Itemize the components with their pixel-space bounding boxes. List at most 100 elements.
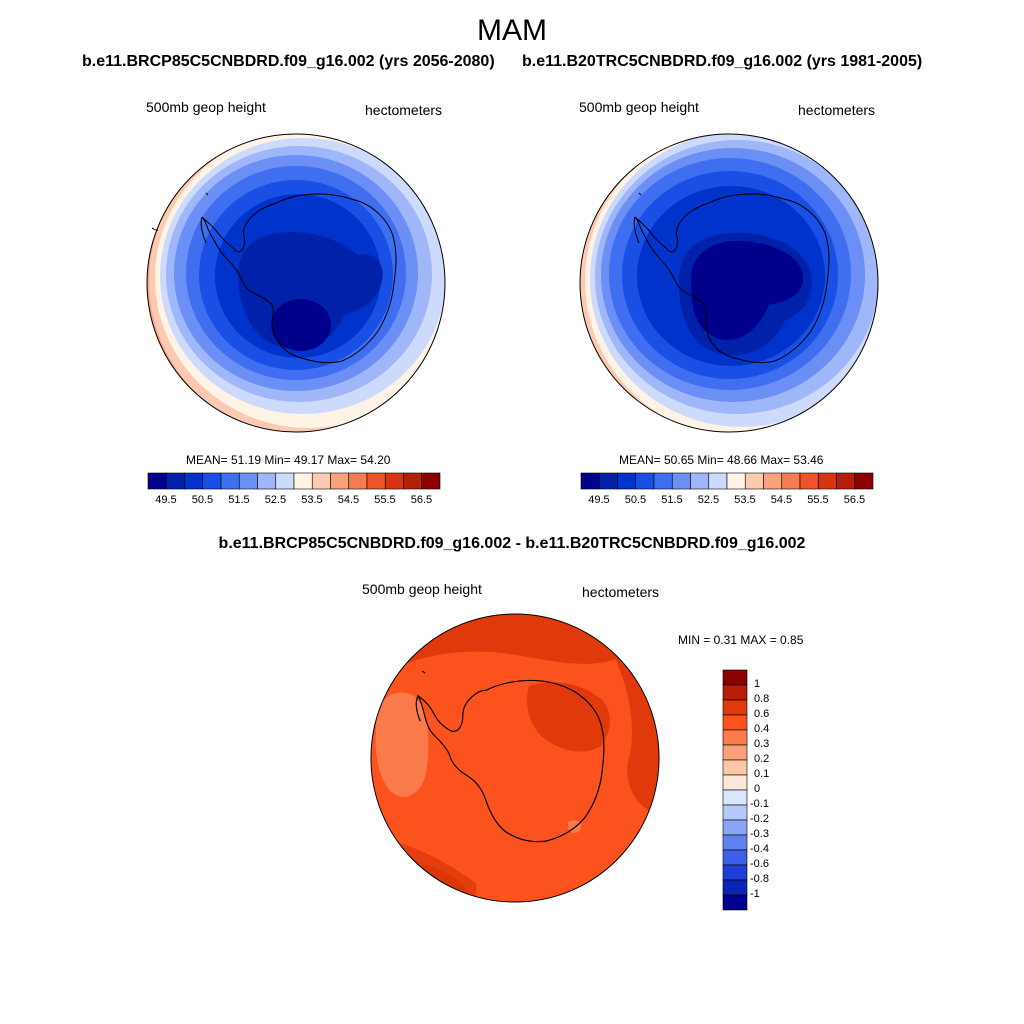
left-coastline bbox=[151, 192, 397, 364]
right-colorbar-swatch-8 bbox=[726, 472, 746, 490]
diff-colorbar-swatch-7 bbox=[722, 774, 748, 791]
panel-diff-title: b.e11.BRCP85C5CNBDRD.f09_g16.002 - b.e11… bbox=[218, 535, 806, 552]
right-colorbar-tick-label: 56.5 bbox=[843, 494, 866, 506]
left-colorbar-swatch-5 bbox=[238, 472, 258, 490]
diff-high-region-east bbox=[527, 682, 610, 752]
diff-colorbar-tick-label: 0.3 bbox=[754, 738, 770, 750]
diff-stats: MIN = 0.31 MAX = 0.85 bbox=[678, 633, 804, 647]
diff-colorbar-tick-label: 0.6 bbox=[754, 708, 770, 720]
diff-colorbar-swatch-5 bbox=[722, 744, 748, 761]
right-colorbar bbox=[580, 472, 874, 490]
left-colorbar-tick-label: 50.5 bbox=[191, 494, 214, 506]
left-colorbar-swatch-9 bbox=[311, 472, 331, 490]
panel-left-title: b.e11.BRCP85C5CNBDRD.f09_g16.002 (yrs 20… bbox=[82, 53, 495, 70]
diff-colorbar-swatch-8 bbox=[722, 789, 748, 806]
right-stats: MEAN= 50.65 Min= 48.66 Max= 53.46 bbox=[619, 453, 824, 467]
left-colorbar-swatch-8 bbox=[293, 472, 313, 490]
diff-colorbar-tick-label: -1 bbox=[750, 888, 760, 900]
left-variable-label: 500mb geop height bbox=[146, 99, 266, 115]
diff-colorbar-tick-label: 0.8 bbox=[754, 693, 770, 705]
right-colorbar-swatch-3 bbox=[635, 472, 655, 490]
diff-colorbar-swatch-1 bbox=[722, 684, 748, 701]
left-colorbar-swatch-1 bbox=[165, 472, 185, 490]
right-colorbar-swatch-2 bbox=[617, 472, 637, 490]
left-colorbar-ticks: 49.5 50.5 51.5 52.5 53.5 54.5 55.5 56.5 bbox=[148, 494, 440, 508]
right-colorbar-tick-label: 50.5 bbox=[624, 494, 647, 506]
right-map-field bbox=[580, 134, 878, 432]
diff-colorbar-swatch-15 bbox=[722, 894, 748, 911]
diff-colorbar-tick-label: 0.1 bbox=[754, 768, 770, 780]
left-stats: MEAN= 51.19 Min= 49.17 Max= 54.20 bbox=[186, 453, 391, 467]
panel-right-title: b.e11.B20TRC5CNBDRD.f09_g16.002 (yrs 198… bbox=[522, 53, 923, 70]
right-variable-label: 500mb geop height bbox=[579, 99, 699, 115]
left-colorbar bbox=[147, 472, 441, 490]
right-colorbar-swatch-11 bbox=[781, 472, 801, 490]
right-coastline bbox=[633, 192, 830, 364]
left-colorbar-tick-label: 53.5 bbox=[301, 494, 323, 506]
left-colorbar-swatch-12 bbox=[366, 472, 386, 490]
diff-colorbar-tick-label: 1 bbox=[754, 678, 761, 690]
diff-map-border bbox=[370, 613, 660, 903]
right-colorbar-swatch-7 bbox=[708, 472, 728, 490]
diff-colorbar-tick-label: -0.3 bbox=[750, 828, 769, 840]
left-colorbar-tick-label: 51.5 bbox=[228, 494, 250, 506]
left-colorbar-swatch-11 bbox=[348, 472, 368, 490]
diff-colorbar-tick-label: 0.4 bbox=[754, 723, 770, 735]
left-colorbar-swatch-0 bbox=[147, 472, 167, 490]
diff-colorbar-swatch-11 bbox=[722, 834, 748, 851]
right-map-border bbox=[579, 133, 879, 433]
right-colorbar-tick-label: 54.5 bbox=[770, 494, 793, 506]
right-colorbar-swatch-12 bbox=[799, 472, 819, 490]
right-colorbar-swatch-14 bbox=[836, 472, 856, 490]
diff-map bbox=[370, 613, 660, 903]
left-map-border bbox=[146, 133, 446, 433]
diff-colorbar-tick-label: 0.2 bbox=[754, 753, 770, 765]
left-colorbar-swatch-6 bbox=[257, 472, 277, 490]
diff-coastline bbox=[415, 670, 605, 843]
left-colorbar-tick-label: 54.5 bbox=[337, 494, 360, 506]
right-level-9 bbox=[690, 240, 803, 340]
left-colorbar-swatch-3 bbox=[202, 472, 222, 490]
diff-map-field bbox=[370, 613, 660, 903]
diff-colorbar-swatch-13 bbox=[722, 864, 748, 881]
right-units-label: hectometers bbox=[798, 102, 876, 118]
diff-colorbar-swatch-6 bbox=[722, 759, 748, 776]
left-colorbar-tick-label: 49.5 bbox=[155, 494, 177, 506]
diff-colorbar-swatch-2 bbox=[722, 699, 748, 716]
left-units-label: hectometers bbox=[365, 102, 443, 118]
diff-variable-label: 500mb geop height bbox=[362, 581, 482, 597]
left-colorbar-swatch-15 bbox=[421, 472, 441, 490]
diff-colorbar bbox=[722, 669, 748, 911]
right-colorbar-tick-label: 49.5 bbox=[588, 494, 610, 506]
right-colorbar-swatch-5 bbox=[671, 472, 691, 490]
diff-colorbar-swatch-3 bbox=[722, 714, 748, 731]
right-colorbar-swatch-10 bbox=[763, 472, 783, 490]
diff-colorbar-ticks: 1 0.8 0.6 0.4 0.3 0.2 0.1 0 -0.1 -0.2 -0.3 -0.4 -0.6… bbox=[750, 670, 802, 910]
diff-colorbar-tick-label: -0.6 bbox=[750, 858, 769, 870]
diff-colorbar-tick-label: -0.8 bbox=[750, 873, 769, 885]
right-colorbar-tick-label: 51.5 bbox=[661, 494, 683, 506]
diff-colorbar-swatch-12 bbox=[722, 849, 748, 866]
right-colorbar-swatch-6 bbox=[690, 472, 710, 490]
left-colorbar-tick-label: 52.5 bbox=[264, 494, 287, 506]
right-colorbar-swatch-0 bbox=[580, 472, 600, 490]
diff-colorbar-tick-label: 0 bbox=[754, 783, 761, 795]
left-map bbox=[146, 133, 446, 433]
diff-colorbar-tick-label: -0.2 bbox=[750, 813, 769, 825]
left-map-field bbox=[147, 134, 445, 432]
diff-colorbar-swatch-4 bbox=[722, 729, 748, 746]
right-colorbar-swatch-9 bbox=[744, 472, 764, 490]
right-colorbar-swatch-4 bbox=[653, 472, 673, 490]
diff-colorbar-swatch-9 bbox=[722, 804, 748, 821]
right-colorbar-swatch-1 bbox=[598, 472, 618, 490]
left-colorbar-swatch-10 bbox=[330, 472, 350, 490]
diff-colorbar-tick-label: -0.1 bbox=[750, 798, 769, 810]
left-colorbar-swatch-4 bbox=[220, 472, 240, 490]
right-map bbox=[579, 133, 879, 433]
left-colorbar-swatch-13 bbox=[384, 472, 404, 490]
diff-units-label: hectometers bbox=[582, 584, 660, 600]
left-colorbar-tick-label: 55.5 bbox=[374, 494, 396, 506]
right-colorbar-tick-label: 52.5 bbox=[697, 494, 720, 506]
left-colorbar-tick-label: 56.5 bbox=[410, 494, 433, 506]
diff-colorbar-tick-label: -0.4 bbox=[750, 843, 769, 855]
